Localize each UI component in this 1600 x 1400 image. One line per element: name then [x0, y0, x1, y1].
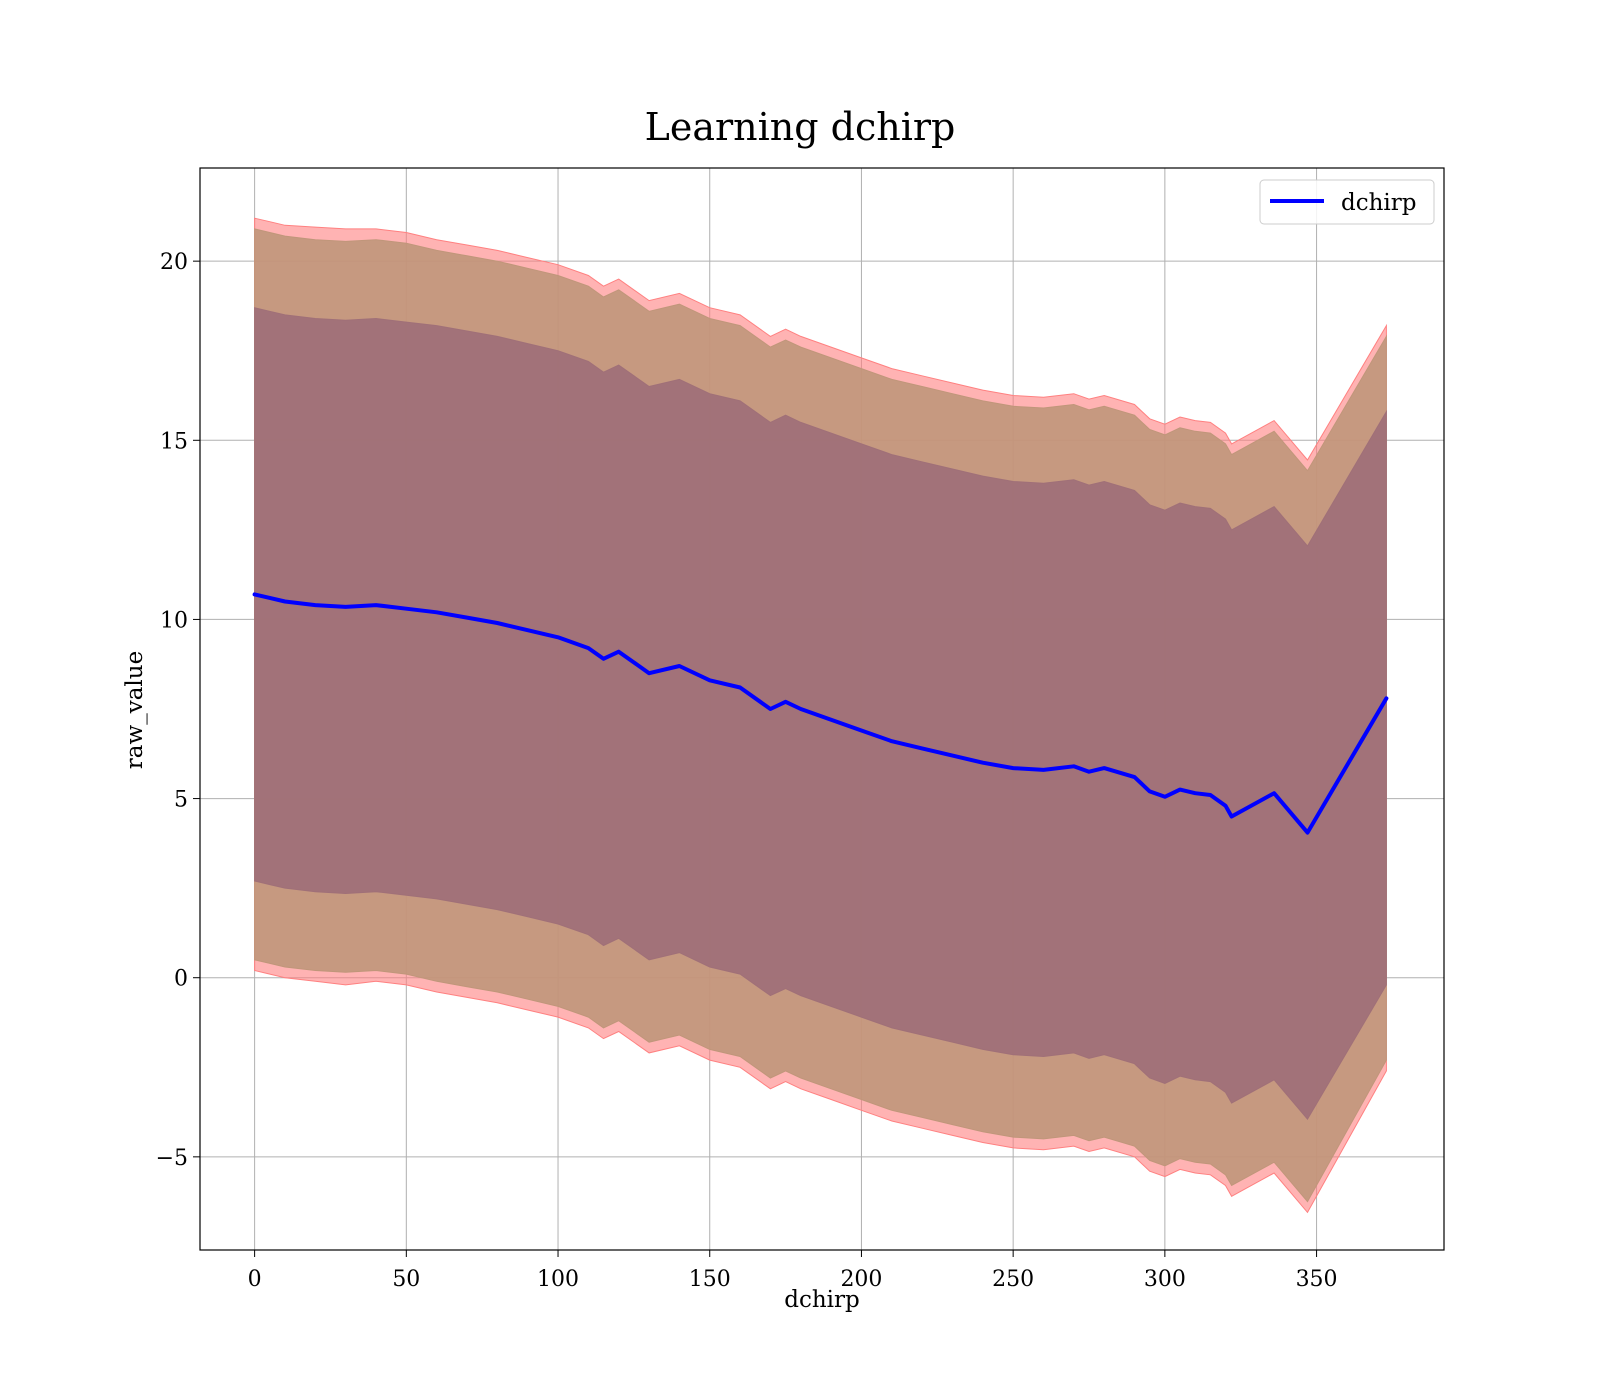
series-lines	[252, 592, 1389, 835]
y-tick-label: 15	[160, 429, 188, 454]
y-tick-label: 5	[174, 788, 188, 813]
y-tick-label: 10	[160, 608, 188, 633]
series-line-dchirp	[252, 592, 1389, 835]
axis-ticks: 0 50 100 150 200 250 300 350 −5 0 5 10 15 20	[156, 250, 1338, 1292]
legend: dchirp	[1259, 179, 1435, 225]
y-tick-label: 20	[160, 250, 188, 275]
x-tick-label: 150	[689, 1267, 731, 1292]
legend-label: dchirp	[1341, 190, 1417, 216]
y-axis-label: raw_value	[122, 651, 148, 769]
plot-frame	[199, 167, 1445, 1251]
y-tick-label: −5	[156, 1146, 188, 1171]
x-tick-label: 250	[992, 1267, 1034, 1292]
chart-title: Learning dchirp	[645, 105, 956, 149]
x-tick-label: 0	[248, 1267, 262, 1292]
x-tick-label: 50	[392, 1267, 420, 1292]
legend-box	[1259, 179, 1435, 225]
x-axis-label: dchirp	[784, 1287, 860, 1313]
x-tick-label: 300	[1144, 1267, 1186, 1292]
x-tick-label: 200	[840, 1267, 882, 1292]
x-tick-label: 350	[1296, 1267, 1338, 1292]
y-tick-label: 0	[174, 967, 188, 992]
x-tick-label: 100	[537, 1267, 579, 1292]
inner-confidence-band	[254, 307, 1387, 1121]
